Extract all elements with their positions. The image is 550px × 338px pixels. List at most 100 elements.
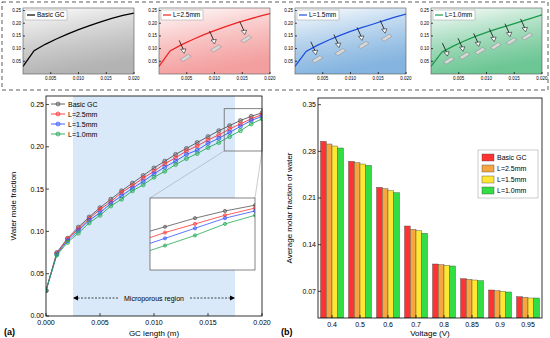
y-tick-label: 0.15 bbox=[30, 186, 44, 193]
arrow-head bbox=[312, 50, 317, 55]
mini-frame bbox=[23, 8, 134, 74]
x-tick-label: 0.95 bbox=[521, 321, 535, 328]
x-tick bbox=[350, 72, 351, 74]
y-tick-label: 0.10 bbox=[284, 46, 293, 51]
y-axis-label: Water mole fraction bbox=[9, 171, 18, 240]
series-marker bbox=[163, 237, 166, 240]
region-arrow bbox=[74, 298, 118, 299]
rib-block bbox=[335, 49, 346, 56]
bar bbox=[394, 193, 400, 318]
bar bbox=[506, 292, 512, 318]
x-tick bbox=[262, 313, 263, 316]
x-tick bbox=[472, 315, 473, 318]
zoom-connector bbox=[150, 151, 224, 198]
panel-label: (b) bbox=[281, 327, 293, 337]
legend-label: L=1.0mm bbox=[445, 11, 472, 18]
series-marker bbox=[109, 204, 113, 208]
series-marker bbox=[76, 231, 80, 235]
series-marker bbox=[206, 141, 210, 145]
y-tick-label: 0.10 bbox=[420, 46, 429, 51]
legend-box bbox=[161, 10, 203, 20]
legend-swatch bbox=[482, 154, 494, 161]
y-tick-label: 0.15 bbox=[284, 33, 293, 38]
series-marker bbox=[223, 217, 226, 220]
y-tick-label: 0.20 bbox=[148, 21, 157, 26]
y-tick-label: 0.10 bbox=[30, 228, 44, 235]
x-tick-label: 0.015 bbox=[237, 76, 249, 81]
y-tick bbox=[431, 10, 433, 11]
legend-marker bbox=[56, 132, 60, 136]
legend-marker bbox=[56, 102, 60, 106]
x-tick-label: 0.8 bbox=[439, 321, 449, 328]
y-tick bbox=[318, 244, 321, 245]
y-tick bbox=[23, 35, 25, 36]
x-tick bbox=[322, 72, 323, 74]
x-tick bbox=[154, 313, 155, 316]
legend-label: L=1.5mm bbox=[309, 11, 336, 18]
y-tick bbox=[159, 23, 161, 24]
y-tick-label: 0.05 bbox=[284, 59, 293, 64]
legend-label: L=1.5mm bbox=[497, 176, 527, 183]
y-tick bbox=[318, 198, 321, 199]
legend-marker bbox=[56, 112, 60, 116]
x-tick-label: 0.020 bbox=[536, 76, 548, 81]
series-line bbox=[150, 208, 255, 270]
x-tick bbox=[208, 313, 209, 316]
bar bbox=[534, 298, 540, 318]
series-line bbox=[46, 113, 262, 291]
series-marker bbox=[228, 135, 232, 139]
x-tick-label: 0.005 bbox=[181, 76, 193, 81]
y-tick bbox=[318, 151, 321, 152]
bar bbox=[489, 290, 495, 318]
y-tick bbox=[159, 61, 161, 62]
x-tick bbox=[542, 72, 543, 74]
series-marker bbox=[163, 225, 166, 228]
y-tick bbox=[295, 48, 297, 49]
x-tick bbox=[134, 72, 135, 74]
x-tick bbox=[214, 72, 215, 74]
y-tick bbox=[23, 10, 25, 11]
series-marker bbox=[238, 124, 242, 128]
figure: 0.05 0.10 0.15 0.20 0.25 0.005 0.010 0.015 0.020… bbox=[0, 0, 550, 338]
bar bbox=[377, 187, 383, 318]
bar bbox=[366, 165, 372, 318]
x-tick bbox=[50, 72, 51, 74]
x-tick-label: 0.010 bbox=[145, 319, 163, 326]
plot-frame bbox=[46, 96, 262, 316]
bar bbox=[422, 233, 428, 318]
zoom-connector bbox=[255, 151, 262, 198]
plot-area bbox=[321, 141, 540, 318]
legend-label: L=2.5mm bbox=[497, 165, 527, 172]
series-marker bbox=[174, 163, 178, 167]
y-tick bbox=[295, 35, 297, 36]
rib-block bbox=[506, 38, 517, 45]
plot-area bbox=[46, 96, 262, 316]
x-tick-label: 0.005 bbox=[91, 319, 109, 326]
bar bbox=[388, 191, 394, 318]
y-tick bbox=[431, 48, 433, 49]
x-tick bbox=[528, 315, 529, 318]
series-marker bbox=[163, 169, 167, 173]
series-line bbox=[46, 116, 262, 290]
y-axis-label: Average molar fraction of water bbox=[285, 152, 294, 263]
legend-line bbox=[299, 14, 307, 15]
legend-label: Basic GC bbox=[68, 101, 98, 108]
y-tick-label: 0.05 bbox=[30, 270, 44, 277]
series-marker bbox=[238, 129, 242, 133]
x-tick bbox=[500, 315, 501, 318]
bar bbox=[472, 280, 478, 318]
bar bbox=[416, 231, 422, 318]
series-marker bbox=[141, 183, 145, 187]
arrow-head bbox=[491, 37, 496, 42]
series-marker bbox=[217, 129, 221, 133]
x-tick-label: 0.85 bbox=[465, 321, 479, 328]
x-tick-label: 0.010 bbox=[209, 76, 221, 81]
bar bbox=[360, 164, 366, 318]
y-tick-label: 0.25 bbox=[284, 8, 293, 13]
x-tick-label: 0.005 bbox=[317, 76, 329, 81]
y-tick bbox=[431, 23, 433, 24]
series-marker bbox=[152, 175, 156, 179]
legend-label: L=2.5mm bbox=[173, 11, 200, 18]
bar bbox=[338, 148, 344, 318]
series-marker bbox=[193, 217, 196, 220]
